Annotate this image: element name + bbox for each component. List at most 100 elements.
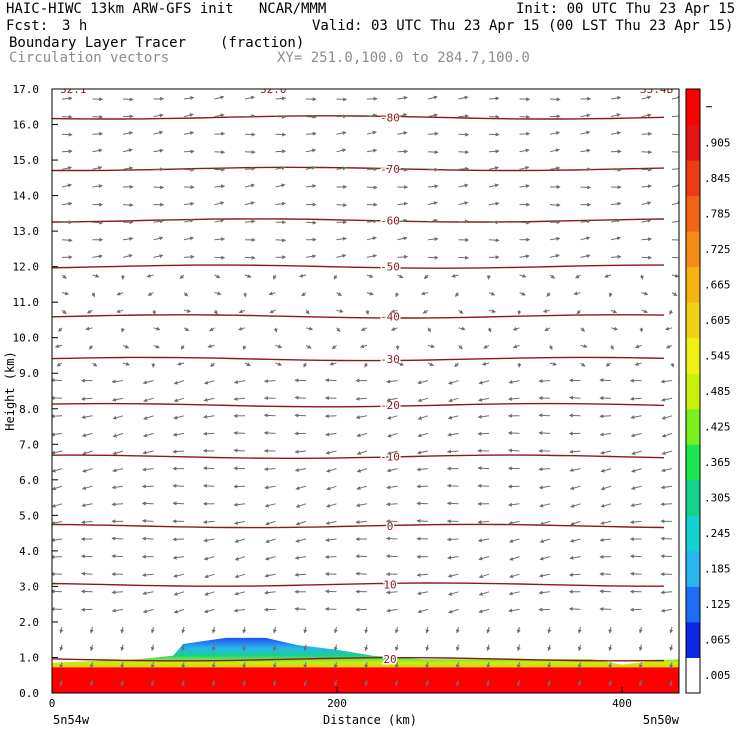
circulation-vector (61, 274, 67, 279)
circulation-vector (427, 362, 434, 367)
colorbar-label: .785 (704, 207, 731, 220)
circulation-vector (173, 397, 185, 403)
circulation-vector (356, 432, 368, 438)
circulation-vector (509, 556, 520, 561)
circulation-vector (122, 131, 134, 135)
circulation-vector (268, 291, 276, 296)
circulation-vector (507, 448, 520, 453)
colorbar-swatch (686, 337, 700, 374)
circulation-vector (263, 413, 276, 418)
circulation-vector (214, 184, 226, 189)
circulation-vector (294, 395, 307, 400)
circulation-vector (211, 679, 216, 687)
circulation-vector (59, 644, 64, 652)
circulation-vector (630, 503, 642, 508)
circulation-vector (577, 644, 582, 652)
circulation-vector (477, 414, 490, 419)
circulation-vector (264, 485, 276, 490)
circulation-vector (153, 113, 164, 118)
circulation-vector (81, 485, 93, 490)
colorbar-frame (685, 88, 701, 694)
contour-label: -10 (380, 451, 400, 464)
circulation-vector (517, 362, 522, 368)
circulation-vector (420, 291, 429, 296)
circulation-vector (356, 450, 368, 455)
circulation-vector (488, 183, 499, 188)
circulation-vector (416, 467, 429, 472)
circulation-vector (580, 254, 591, 259)
circulation-vector (85, 326, 93, 331)
temperature-contour (52, 657, 665, 662)
circulation-vector (325, 503, 337, 508)
colorbar-swatch (686, 515, 700, 552)
x-left-endpoint: 5n54w (53, 713, 90, 727)
circulation-vector (183, 167, 195, 172)
circulation-vector (638, 662, 643, 669)
circulation-vector (660, 554, 673, 559)
circulation-vector (150, 679, 155, 687)
circulation-vector (233, 502, 246, 507)
circulation-vector (447, 573, 459, 578)
circulation-vector (111, 397, 124, 402)
circulation-vector (477, 538, 490, 543)
circulation-vector (269, 309, 276, 314)
circulation-vector (446, 449, 459, 454)
circulation-vector (417, 380, 429, 385)
circulation-vector (91, 292, 96, 298)
circulation-vector (629, 554, 642, 559)
circulation-vector (397, 218, 408, 223)
circulation-vector (333, 274, 338, 280)
tracer-max-region (52, 667, 679, 693)
circulation-vector (385, 590, 398, 595)
y-tick-label: 16.0 (13, 119, 40, 132)
circulation-vector (669, 644, 674, 652)
circulation-vector (488, 201, 500, 206)
field-units: (fraction) (220, 35, 305, 51)
circulation-vector (425, 644, 430, 652)
circulation-vector (234, 591, 246, 596)
colorbar-swatch (686, 479, 700, 516)
circulation-vector (355, 503, 368, 508)
circulation-vector (427, 150, 439, 155)
circulation-vector (244, 201, 255, 206)
circulation-vector (202, 483, 215, 488)
circulation-vector (295, 503, 307, 508)
circulation-vector (336, 148, 347, 153)
circulation-vector (183, 201, 195, 206)
colorbar-swatch (686, 373, 700, 410)
plot-frame (51, 88, 680, 694)
circulation-vector (507, 431, 520, 436)
circulation-vector (544, 327, 551, 332)
circulation-vector (150, 662, 155, 669)
circulation-vector (569, 468, 581, 473)
circulation-vector (275, 238, 287, 243)
circulation-vector (324, 378, 337, 383)
circulation-vector (539, 520, 551, 526)
circulation-vector (355, 520, 368, 525)
circulation-vector (244, 274, 252, 278)
circulation-vector (141, 518, 154, 523)
circulation-vector (608, 626, 613, 634)
circulation-vector (458, 201, 469, 206)
circulation-vector (120, 679, 125, 687)
y-tick-label: 11.0 (13, 296, 40, 309)
circulation-vector (417, 608, 429, 614)
circulation-vector (122, 253, 133, 258)
circulation-vector (59, 679, 64, 687)
circulation-vector (305, 326, 314, 331)
circulation-vector (111, 379, 124, 384)
y-tick-label: 2.0 (19, 616, 39, 629)
circulation-vector (397, 236, 408, 241)
circulation-vector (641, 291, 649, 296)
circulation-vector (275, 344, 283, 349)
circulation-vector (295, 485, 307, 491)
colorbar-swatch (686, 160, 700, 197)
circulation-vector (152, 310, 156, 315)
circulation-vector (386, 485, 398, 490)
circulation-vector (641, 184, 652, 189)
circulation-vector (172, 449, 185, 454)
circulation-vector (427, 237, 439, 242)
circulation-vector (427, 218, 438, 223)
circulation-vector (112, 450, 124, 455)
circulation-vector (580, 130, 591, 135)
